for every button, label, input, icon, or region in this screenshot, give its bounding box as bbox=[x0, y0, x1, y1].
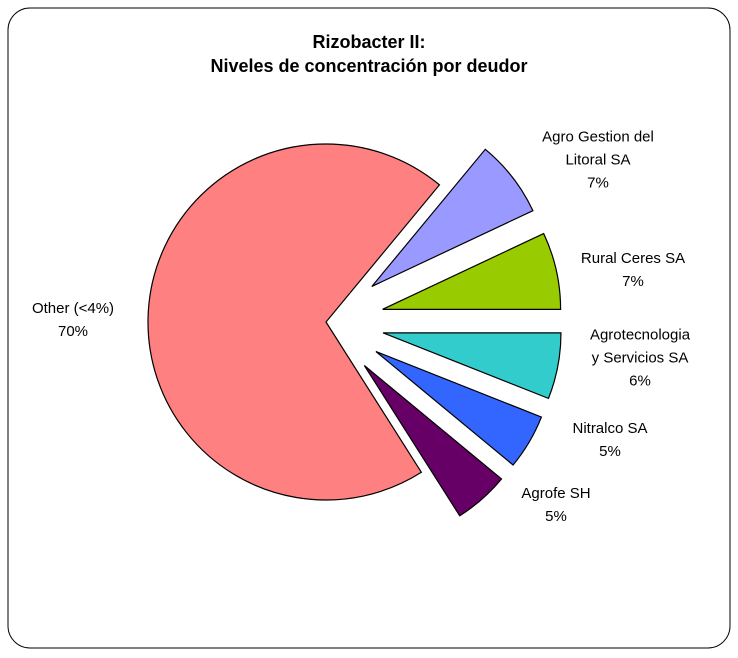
pie-slice bbox=[382, 232, 562, 310]
category-label: Agro Gestion del Litoral SA bbox=[542, 128, 654, 169]
pie-slice bbox=[363, 365, 503, 517]
slice-label: Agro Gestion del Litoral SA 7% bbox=[528, 126, 668, 195]
pie-slice bbox=[147, 143, 441, 501]
slice-label: Agrotecnologia y Servicios SA 6% bbox=[590, 324, 690, 393]
category-label: Rural Ceres SA bbox=[580, 250, 686, 267]
slice-label: Nitralco SA 5% bbox=[572, 417, 647, 463]
slice-label: Other (<4%) 70% bbox=[32, 297, 114, 343]
value-label: 5% bbox=[545, 508, 567, 525]
category-label: Agrofe SH bbox=[521, 485, 591, 502]
category-label: Other (<4%) bbox=[31, 300, 115, 317]
pie-slice bbox=[375, 350, 543, 466]
value-label: 7% bbox=[622, 273, 644, 290]
category-label: Nitralco SA bbox=[572, 420, 648, 437]
value-label: 7% bbox=[587, 174, 609, 192]
value-label: 70% bbox=[57, 323, 89, 340]
chart-border bbox=[7, 7, 731, 649]
value-label: 6% bbox=[629, 372, 651, 390]
chart-title: Rizobacter II: Niveles de concentración … bbox=[210, 32, 528, 76]
value-label: 5% bbox=[599, 443, 621, 460]
category-label: Agrotecnologia y Servicios SA bbox=[589, 326, 691, 367]
slice-label: Agrofe SH 5% bbox=[521, 482, 590, 528]
slice-label: Rural Ceres SA 7% bbox=[581, 247, 685, 293]
pie-slice bbox=[382, 332, 562, 400]
pie-slice bbox=[371, 148, 534, 287]
